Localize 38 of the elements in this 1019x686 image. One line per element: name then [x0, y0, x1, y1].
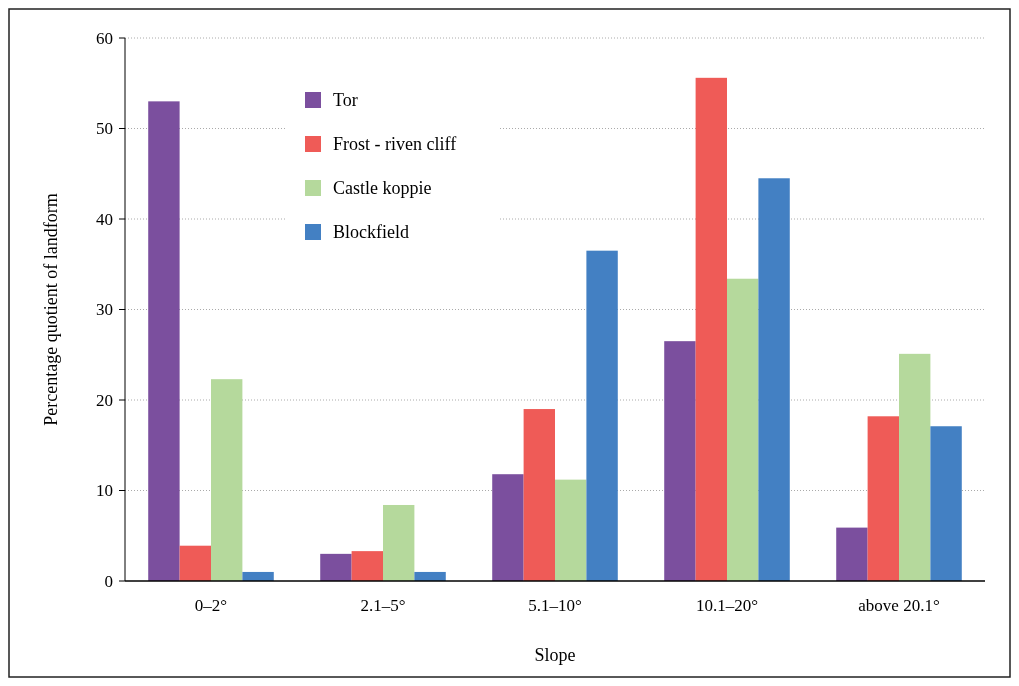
bar [727, 278, 759, 581]
y-tick-label: 20 [96, 390, 113, 410]
bar [383, 504, 415, 581]
x-tick-label: 5.1–10° [528, 596, 582, 615]
bar [351, 551, 383, 581]
bar [179, 545, 211, 581]
x-tick-label: above 20.1° [858, 596, 940, 615]
bar [899, 353, 931, 581]
y-tick-label: 30 [96, 300, 113, 320]
y-axis-title: Percentage quotient of landform [41, 193, 61, 426]
bar [695, 77, 727, 581]
bar [523, 409, 555, 581]
bar [758, 178, 790, 581]
bar [664, 341, 696, 581]
x-tick-label: 0–2° [194, 596, 228, 615]
legend-label: Castle koppie [333, 178, 432, 198]
legend-label: Blockfield [333, 222, 409, 242]
bar [586, 250, 618, 581]
x-tick-label: 10.1–20° [695, 596, 759, 615]
legend-label: Frost - riven cliff [333, 134, 457, 154]
legend-label: Tor [333, 90, 358, 110]
bar [930, 426, 962, 581]
bar [242, 571, 274, 581]
bar [414, 571, 446, 581]
bar [836, 527, 868, 581]
bar [867, 416, 899, 581]
bar [320, 553, 352, 581]
x-tick-label: 2.1–5° [360, 596, 406, 615]
y-tick-label: 60 [96, 28, 113, 48]
bar [148, 101, 180, 581]
y-tick-label: 50 [96, 119, 113, 139]
y-tick-label: 0 [104, 571, 113, 591]
bar [555, 479, 587, 581]
bar [211, 379, 243, 581]
bar [492, 474, 524, 581]
x-axis-title: Slope [534, 645, 576, 665]
y-tick-label: 40 [96, 209, 113, 229]
y-tick-label: 10 [96, 481, 113, 501]
